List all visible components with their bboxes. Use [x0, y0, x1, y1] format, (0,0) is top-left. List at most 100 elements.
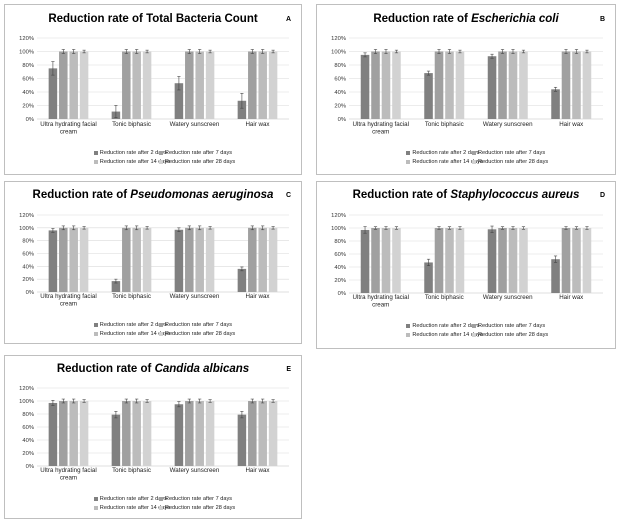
bar [445, 228, 454, 293]
legend-item: Reduction rate after 28 days [471, 332, 549, 338]
x-category-label: Hair wax [559, 294, 584, 301]
x-category-label: Tonic biphasic [425, 121, 464, 128]
y-tick-label: 100% [19, 399, 34, 405]
y-tick-label: 0% [26, 117, 34, 123]
bar [561, 51, 571, 119]
bar [455, 228, 465, 293]
legend-item: Reduction rate after 2 days [406, 150, 480, 156]
y-tick-label: 0% [338, 291, 346, 297]
legend-item: Reduction rate after 2 days [93, 150, 167, 156]
legend-item: Reduction rate after 14 days [93, 505, 170, 511]
bar [59, 51, 68, 119]
legend-item: Reduction rate after 7 days [471, 150, 546, 156]
bar [174, 229, 184, 292]
y-tick-label: 60% [334, 77, 346, 83]
bar [424, 73, 433, 119]
bar [142, 51, 152, 119]
bar [48, 402, 58, 466]
bar [487, 56, 497, 119]
bar [79, 401, 89, 466]
y-tick-label: 40% [334, 265, 346, 271]
chart-title-species: Candida albicans [154, 363, 250, 375]
legend-label: Reduction rate after 14 days [412, 159, 483, 165]
x-category-label: Hair wax [245, 293, 270, 300]
legend-label: Reduction rate after 2 days [99, 496, 167, 502]
bar [132, 51, 141, 119]
x-category-label: Ultra hydrating facial cream [353, 121, 409, 136]
bar [582, 51, 592, 119]
chart-panel-a: Reduction rate of Total Bacteria Count A 0… [4, 4, 302, 175]
legend-swatch [471, 151, 476, 155]
bar [561, 228, 571, 293]
panel-letter: B [599, 16, 605, 23]
y-tick-label: 20% [22, 451, 34, 457]
bar [122, 401, 131, 466]
legend-item: Reduction rate after 14 days [406, 159, 483, 165]
legend-swatch [93, 506, 98, 510]
bar [268, 401, 278, 466]
legend-swatch [158, 323, 163, 327]
bar [111, 281, 121, 292]
chart-panel-b: Reduction rate of Escherichia coli B 0% 20%… [316, 4, 616, 175]
bar [551, 89, 560, 119]
bar [360, 229, 370, 293]
bar [132, 401, 141, 466]
bar [237, 100, 247, 119]
bar-chart-svg: 0% 20% 40% 60% 80% 100% 120% Ultra hydrating fa… [331, 36, 603, 136]
legend-item: Reduction rate after 7 days [158, 322, 232, 328]
bar [185, 401, 194, 466]
y-tick-label: 120% [331, 213, 346, 219]
x-category-label: Tonic biphasic [112, 293, 151, 300]
bar [174, 404, 184, 466]
x-category-label: Hair wax [245, 467, 270, 474]
chart-title: Reduction rate of Escherichia coli [317, 13, 615, 25]
legend-swatch [406, 324, 411, 328]
bar [519, 228, 528, 293]
y-tick-label: 80% [22, 412, 34, 418]
legend-label: Reduction rate after 28 days [477, 159, 549, 165]
bar [79, 51, 89, 119]
chart-legend: Reduction rate after 2 days Reduction rat… [5, 496, 301, 516]
bar [434, 51, 444, 119]
y-tick-label: 80% [334, 239, 346, 245]
y-tick-label: 0% [26, 290, 34, 296]
legend-swatch [406, 160, 411, 164]
legend-label: Reduction rate after 7 days [477, 150, 546, 156]
x-category-label: Watery sunscreen [483, 121, 533, 128]
x-category-label: Tonic biphasic [112, 121, 151, 128]
x-category-label: Ultra hydrating facial cream [40, 121, 96, 136]
chart-title-text: Reduction rate of Total Bacteria Count [48, 13, 258, 25]
legend-swatch [158, 160, 163, 164]
chart-legend: Reduction rate after 2 days Reduction rat… [317, 323, 615, 343]
legend-label: Reduction rate after 7 days [164, 150, 233, 156]
y-tick-label: 60% [22, 252, 34, 258]
bar [237, 268, 247, 292]
bar [582, 228, 592, 293]
legend-swatch [158, 506, 163, 510]
bar [174, 83, 184, 119]
chart-title-text: Reduction rate of [32, 189, 131, 201]
chart-title: Reduction rate of Pseudomonas aeruginosa [5, 189, 301, 201]
bar [519, 51, 528, 119]
chart-panel-d: Reduction rate of Staphylococcus aureus D… [316, 181, 616, 349]
bar [381, 228, 391, 293]
bar [371, 228, 380, 293]
bar [79, 227, 89, 292]
legend-item: Reduction rate after 28 days [471, 159, 549, 165]
x-category-label: Watery sunscreen [170, 467, 220, 474]
bar [381, 51, 391, 119]
x-category-label: Ultra hydrating facial cream [353, 294, 409, 309]
legend-item: Reduction rate after 28 days [158, 331, 235, 337]
bar [455, 51, 465, 119]
legend-item: Reduction rate after 7 days [158, 150, 233, 156]
bar [248, 401, 257, 466]
y-tick-label: 40% [22, 90, 34, 96]
legend-label: Reduction rate after 28 days [477, 332, 549, 338]
bar [195, 401, 204, 466]
legend-label: Reduction rate after 2 days [412, 323, 480, 329]
bar [195, 51, 204, 119]
legend-swatch [406, 151, 411, 155]
bar-chart-svg: 0% 20% 40% 60% 80% 100% 120% Ultra hydrating fa… [19, 213, 289, 308]
bar [205, 227, 215, 292]
bar [392, 228, 401, 293]
